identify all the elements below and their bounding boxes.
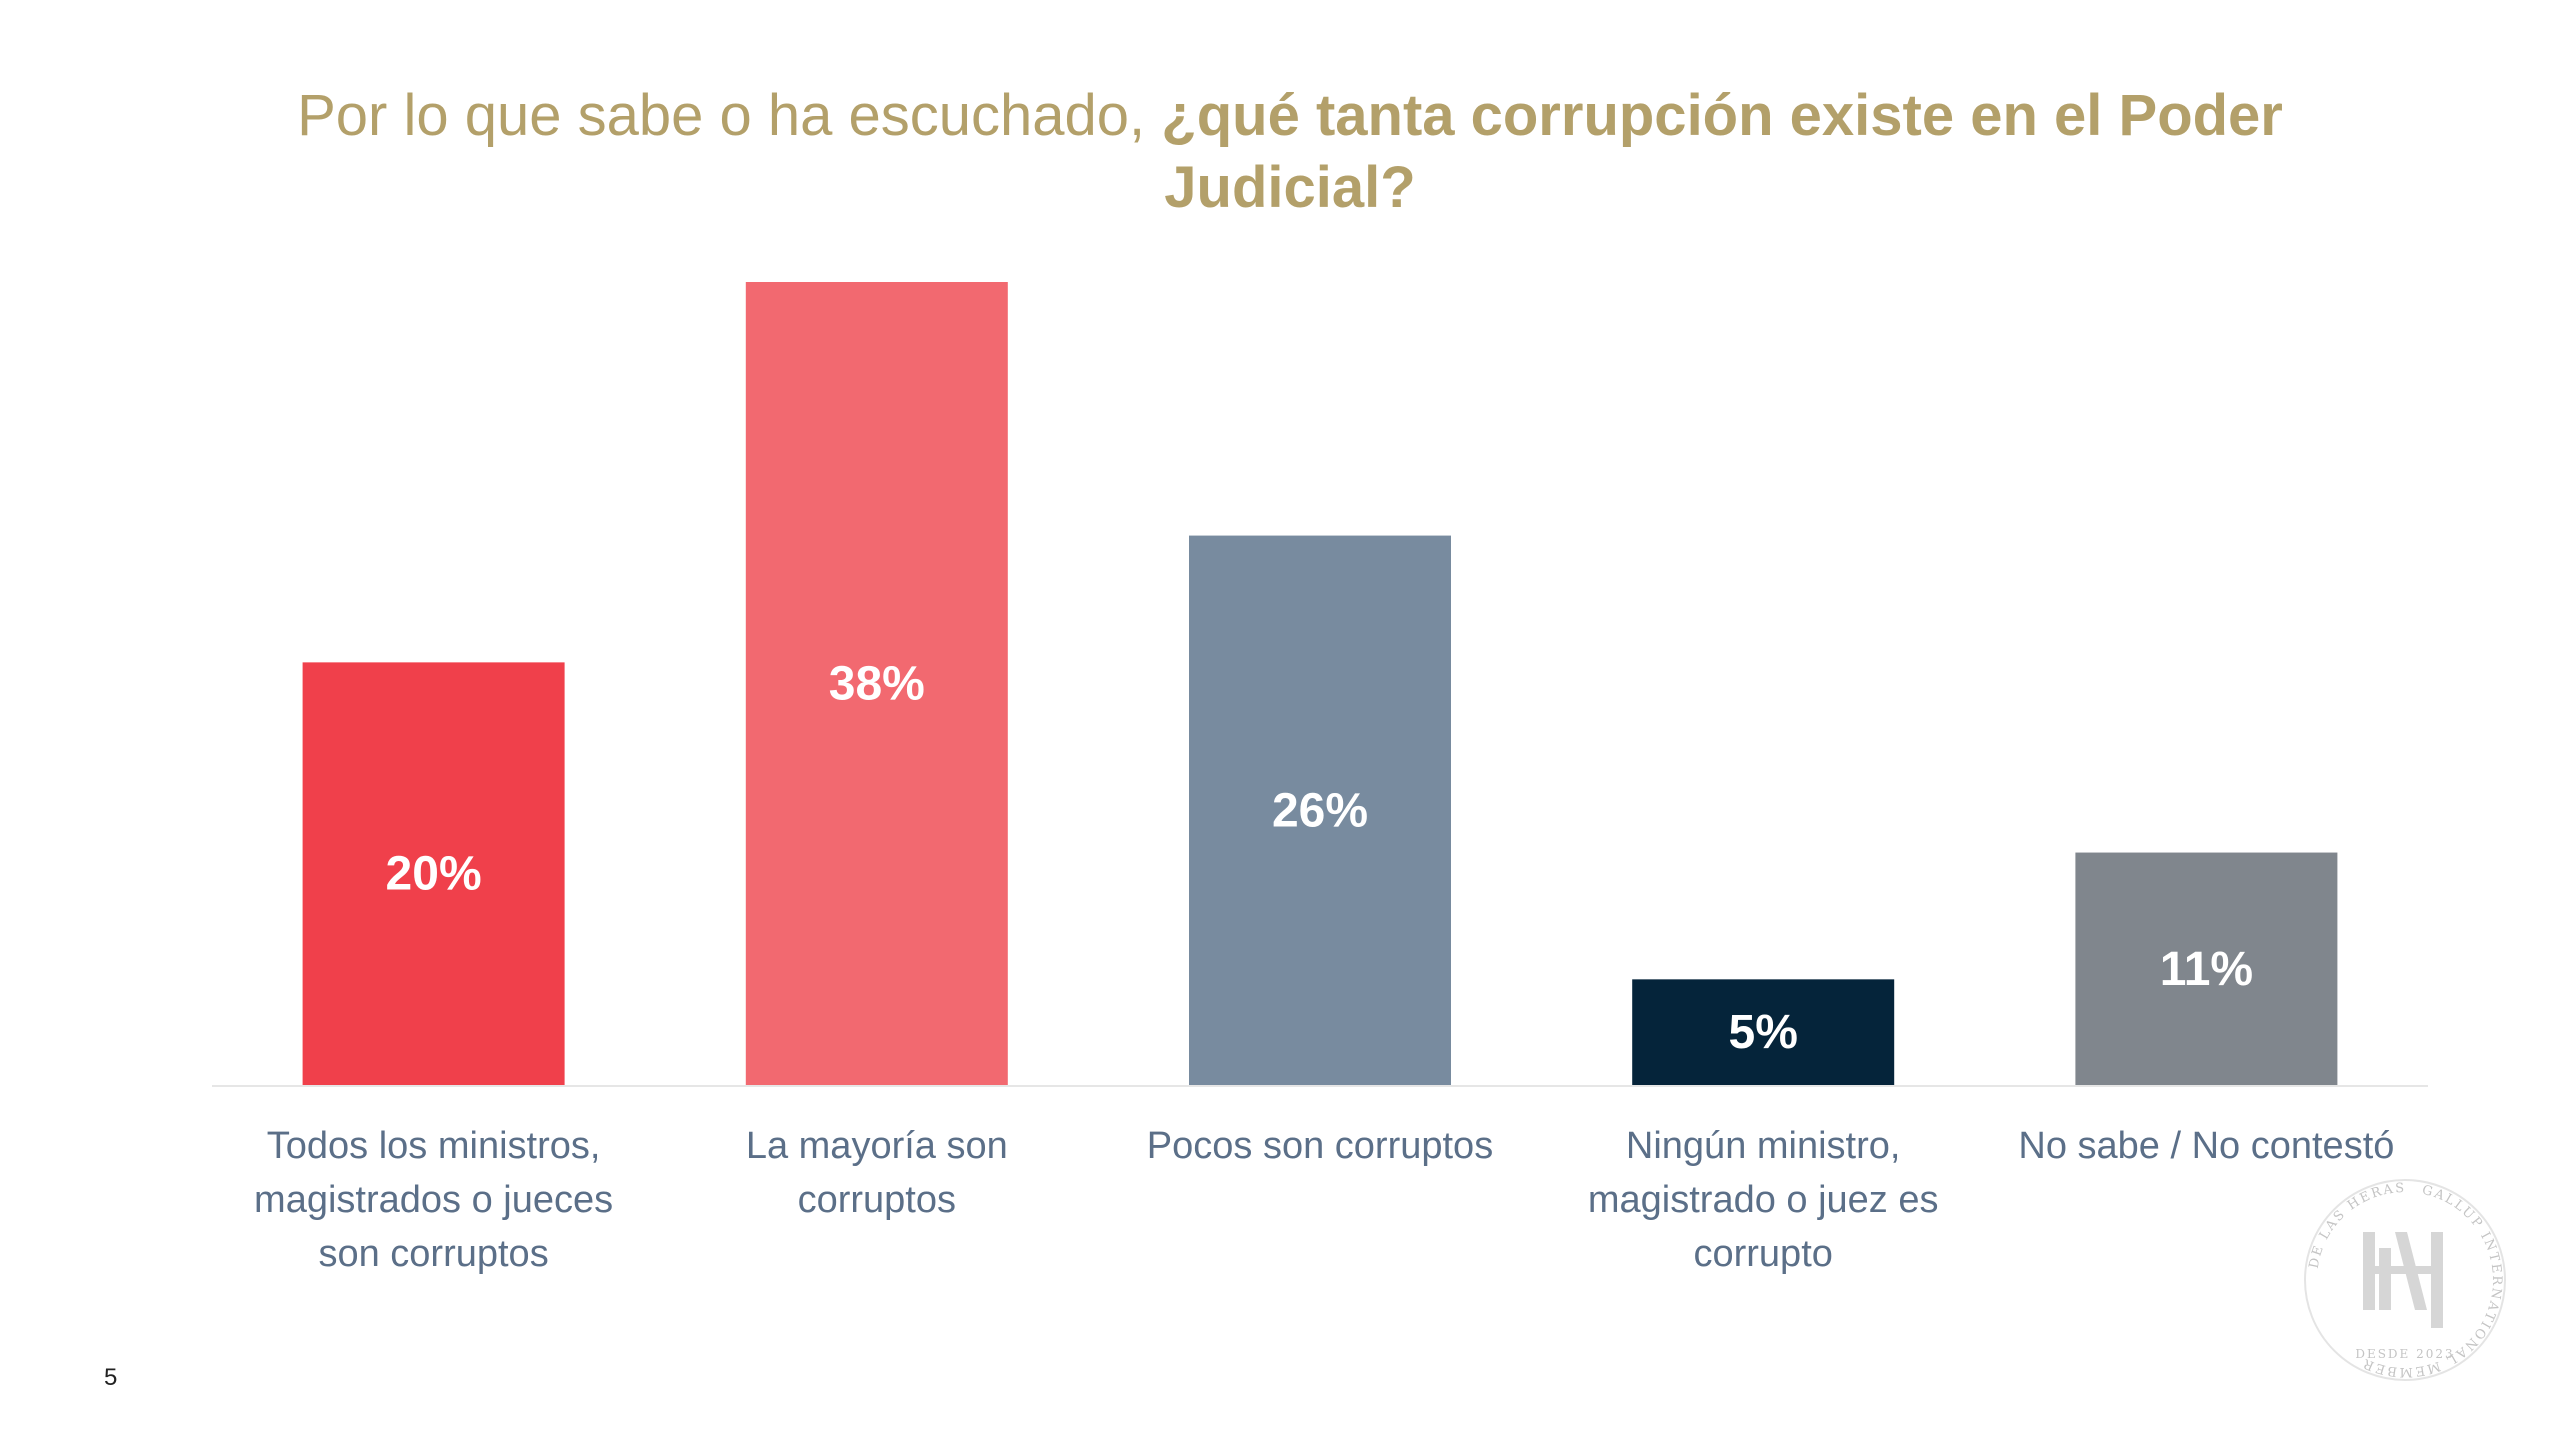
data-label-4: 5%: [1729, 1006, 1798, 1059]
data-label-3: 26%: [1272, 784, 1368, 837]
bar-2: [745, 282, 1008, 1085]
title-emphasis: ¿qué tanta corrupción existe en el Poder…: [1161, 83, 2283, 220]
bar-1: [302, 662, 565, 1085]
title-lead: Por lo que sabe o ha escuchado,: [297, 83, 1162, 148]
bars-group: [302, 282, 2338, 1085]
category-label-3: Pocos son corruptos: [1147, 1125, 1493, 1167]
svg-text:DESDE 2023: DESDE 2023: [2355, 1347, 2454, 1361]
category-label-1: Todos los ministros, magistrados o jueces…: [254, 1125, 613, 1275]
category-label-2: La mayoría son corruptos: [746, 1125, 1008, 1221]
category-label-5: No sabe / No contestó: [2018, 1125, 2394, 1167]
page-number: 5: [104, 1364, 118, 1391]
gallup-international-seal-logo: DE LAS HERAS GALLUP INTERNATIONAL MEMBER…: [2304, 1179, 2506, 1381]
chart-title: Por lo que sabe o ha escuchado, ¿qué tan…: [220, 80, 2360, 224]
data-label-5: 11%: [2160, 943, 2253, 996]
data-label-1: 20%: [386, 848, 482, 901]
data-label-2: 38%: [829, 658, 925, 711]
bar-5: [2075, 852, 2338, 1085]
bar-4: [1632, 979, 1895, 1085]
category-label-4: Ningún ministro, magistrado o juez es corr…: [1588, 1125, 1939, 1275]
data-labels-group: 20% 38% 26% 5% 11%: [386, 658, 2254, 1060]
bar-3: [1189, 535, 1451, 1085]
category-labels-group: Todos los ministros, magistrados o jueces…: [254, 1125, 2394, 1275]
